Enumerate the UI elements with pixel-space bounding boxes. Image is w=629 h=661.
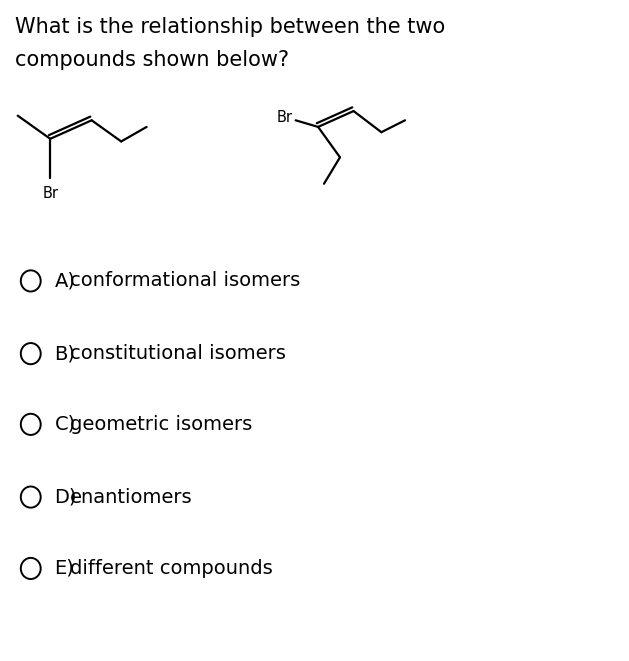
Text: enantiomers: enantiomers [70, 488, 192, 506]
Text: C): C) [54, 415, 75, 434]
Text: Br: Br [277, 110, 292, 125]
Text: E): E) [54, 559, 74, 578]
Text: compounds shown below?: compounds shown below? [15, 50, 289, 69]
Text: A): A) [54, 272, 75, 290]
Text: constitutional isomers: constitutional isomers [70, 344, 286, 363]
Text: D): D) [54, 488, 77, 506]
Text: different compounds: different compounds [70, 559, 272, 578]
Text: conformational isomers: conformational isomers [70, 272, 300, 290]
Text: What is the relationship between the two: What is the relationship between the two [15, 17, 445, 36]
Text: B): B) [54, 344, 75, 363]
Text: geometric isomers: geometric isomers [70, 415, 252, 434]
Text: Br: Br [43, 186, 58, 202]
